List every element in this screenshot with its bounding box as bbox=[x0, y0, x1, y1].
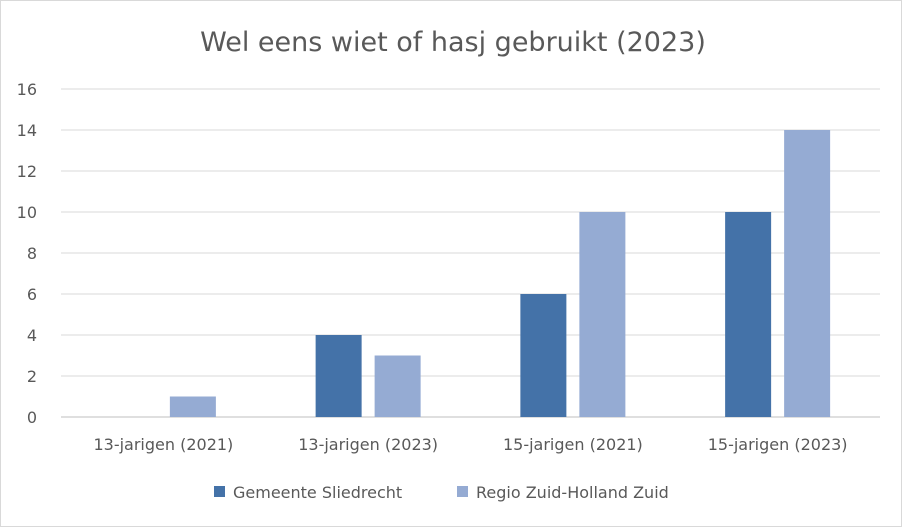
bar-regio-3 bbox=[784, 130, 831, 417]
chart-title: Wel eens wiet of hasj gebruikt (2023) bbox=[200, 27, 706, 58]
y-tick-label: 0 bbox=[27, 408, 37, 427]
y-tick-label: 4 bbox=[27, 326, 37, 345]
x-category-label: 13-jarigen (2021) bbox=[93, 435, 233, 454]
bars bbox=[169, 130, 831, 417]
legend-swatch bbox=[457, 486, 468, 497]
y-tick-label: 6 bbox=[27, 285, 37, 304]
legend-swatch bbox=[214, 486, 225, 497]
gridlines bbox=[61, 88, 880, 418]
bar-regio-1 bbox=[374, 355, 421, 417]
y-tick-label: 8 bbox=[27, 244, 37, 263]
bar-sliedrecht-1 bbox=[315, 335, 362, 417]
legend-label: Gemeente Sliedrecht bbox=[233, 483, 402, 502]
bar-sliedrecht-2 bbox=[520, 294, 567, 417]
y-axis-ticks: 0 2 4 6 8 10 12 14 16 bbox=[17, 80, 37, 427]
y-tick-label: 14 bbox=[17, 121, 37, 140]
x-axis-labels: 13-jarigen (2021) 13-jarigen (2023) 15-jar… bbox=[93, 435, 847, 454]
x-category-label: 15-jarigen (2023) bbox=[708, 435, 848, 454]
y-tick-label: 12 bbox=[17, 162, 37, 181]
x-category-label: 15-jarigen (2021) bbox=[503, 435, 643, 454]
legend: Gemeente Sliedrecht Regio Zuid-Holland Zu… bbox=[214, 483, 669, 502]
y-tick-label: 16 bbox=[17, 80, 37, 99]
bar-regio-0 bbox=[169, 396, 216, 417]
legend-label: Regio Zuid-Holland Zuid bbox=[476, 483, 669, 502]
bar-sliedrecht-3 bbox=[725, 212, 772, 417]
y-tick-label: 2 bbox=[27, 367, 37, 386]
bar-regio-2 bbox=[579, 212, 626, 417]
x-category-label: 13-jarigen (2023) bbox=[298, 435, 438, 454]
y-tick-label: 10 bbox=[17, 203, 37, 222]
